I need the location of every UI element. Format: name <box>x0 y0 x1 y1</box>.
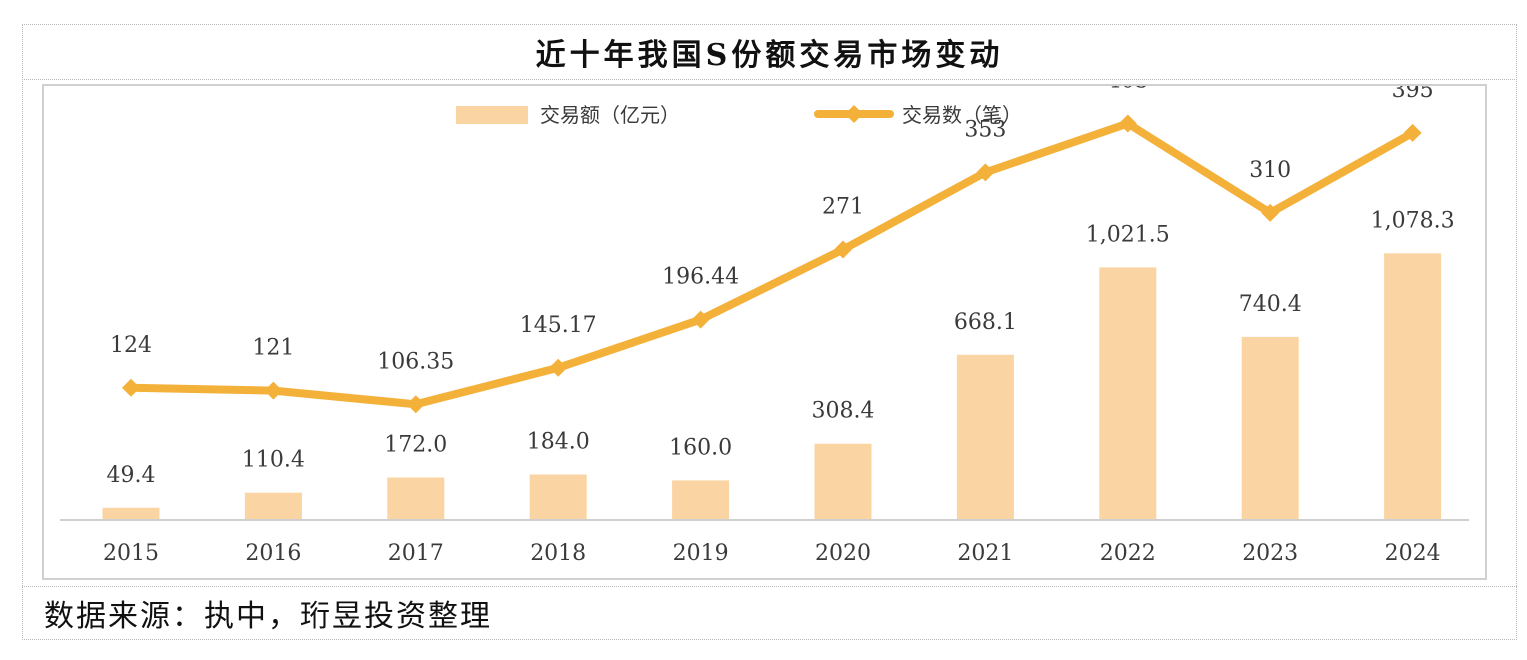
x-tick-label-2020: 2020 <box>815 541 871 566</box>
line-marker-2023 <box>1261 203 1280 222</box>
x-tick-label-2022: 2022 <box>1100 541 1156 566</box>
source-row: 数据来源：执中，珩昱投资整理 <box>22 586 1517 640</box>
line-label-2015: 124 <box>110 333 152 358</box>
x-tick-label-2015: 2015 <box>103 541 159 566</box>
bar-label-2015: 49.4 <box>107 463 156 488</box>
line-marker-2016 <box>264 381 283 400</box>
chart-title: 近十年我国S份额交易市场变动 <box>535 37 1004 73</box>
line-label-2021: 353 <box>964 117 1006 142</box>
line-series <box>122 114 1422 414</box>
bar-series <box>102 253 1442 521</box>
legend-bar-label: 交易额（亿元） <box>540 103 680 127</box>
x-tick-label-2021: 2021 <box>957 541 1013 566</box>
x-tick-label-2019: 2019 <box>673 541 729 566</box>
bar-label-2016: 110.4 <box>242 448 305 473</box>
bar-2016 <box>244 492 302 520</box>
line-label-2022: 405 <box>1107 86 1149 94</box>
line-label-2023: 310 <box>1249 158 1291 183</box>
bar-2015 <box>102 507 160 520</box>
legend: 交易额（亿元） 交易数（笔） <box>456 103 1022 127</box>
line-marker-2019 <box>691 310 710 329</box>
title-row: 近十年我国S份额交易市场变动 <box>22 24 1517 80</box>
bar-label-2023: 740.4 <box>1239 292 1302 317</box>
bar-label-2020: 308.4 <box>812 399 875 424</box>
line-marker-2017 <box>406 395 425 414</box>
bar-2021 <box>956 354 1014 520</box>
line-label-2017: 106.35 <box>377 349 454 374</box>
x-tick-label-2023: 2023 <box>1242 541 1298 566</box>
line-label-2016: 121 <box>252 336 294 361</box>
bar-data-labels: 49.4 110.4 172.0 184.0 160.0 308.4 668.1 1,021.… <box>107 208 1455 488</box>
line-marker-2020 <box>834 240 852 259</box>
legend-line-marker <box>845 105 863 123</box>
bar-2023 <box>1241 336 1299 520</box>
bar-2024 <box>1384 253 1442 521</box>
chart-area: 交易额（亿元） 交易数（笔） 2015 2016 2017 2018 2019 2020 2… <box>42 69 1487 580</box>
bar-2022 <box>1099 267 1157 520</box>
line-marker-2022 <box>1118 114 1137 133</box>
x-tick-label-2017: 2017 <box>388 541 444 566</box>
bar-2017 <box>387 477 445 520</box>
line-label-2020: 271 <box>822 195 864 220</box>
bar-label-2022: 1,021.5 <box>1086 222 1170 247</box>
line-marker-2015 <box>122 378 140 397</box>
bar-label-2021: 668.1 <box>954 310 1017 335</box>
chart-svg: 交易额（亿元） 交易数（笔） 2015 2016 2017 2018 2019 2020 2… <box>60 69 1469 566</box>
x-tick-labels: 2015 2016 2017 2018 2019 2020 2021 2022 2023 2024 <box>103 541 1441 566</box>
bar-label-2024: 1,078.3 <box>1371 208 1455 233</box>
legend-line-label: 交易数（笔） <box>902 103 1022 127</box>
line-label-2018: 145.17 <box>520 313 597 338</box>
bar-2019 <box>672 480 730 520</box>
x-tick-label-2018: 2018 <box>530 541 586 566</box>
bar-2018 <box>529 474 587 520</box>
line-label-2024: 395 <box>1392 86 1434 103</box>
bar-2020 <box>814 443 872 520</box>
bar-label-2019: 160.0 <box>669 435 732 460</box>
line-path <box>127 119 1417 409</box>
line-label-2019: 196.44 <box>662 265 739 290</box>
x-tick-label-2016: 2016 <box>245 541 301 566</box>
x-tick-label-2024: 2024 <box>1385 541 1441 566</box>
line-marker-2021 <box>976 163 995 182</box>
source-note: 数据来源：执中，珩昱投资整理 <box>44 599 492 634</box>
bar-label-2017: 172.0 <box>384 433 447 458</box>
legend-bar-swatch <box>456 106 528 124</box>
figure-frame <box>22 24 1517 640</box>
bar-label-2018: 184.0 <box>527 430 590 455</box>
line-marker-2018 <box>549 358 568 377</box>
line-data-labels: 124 121 106.35 145.17 196.44 271 353 405 310 395 <box>110 69 1434 375</box>
